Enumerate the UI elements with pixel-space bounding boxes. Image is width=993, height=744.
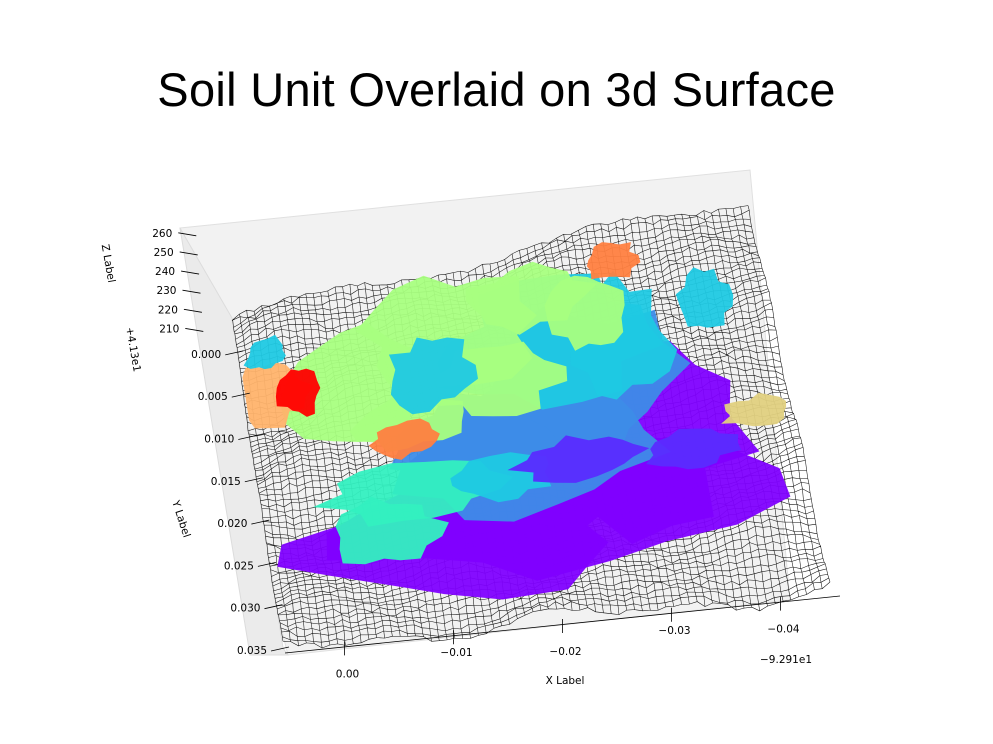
y-tick-label: 0.020: [217, 518, 247, 530]
y-tick-label: 0.015: [211, 476, 241, 488]
y-tick: [225, 350, 244, 356]
soil-unit-patch: [646, 428, 741, 470]
soil-unit-patch: [335, 496, 449, 565]
x-tick-label: −0.03: [658, 625, 690, 637]
soil-unit-patch: [675, 267, 734, 328]
y-tick-label: 0.035: [237, 645, 267, 657]
z-tick-label: 240: [155, 266, 175, 278]
y-tick-label: 0.010: [204, 433, 234, 445]
y-tick-label: 0.005: [198, 391, 228, 403]
y-tick: [244, 477, 263, 483]
z-tick: [185, 328, 204, 332]
y-tick: [231, 392, 250, 398]
y-tick: [238, 435, 257, 440]
soil-unit-patch: [388, 337, 478, 415]
z-tick-label: 210: [159, 323, 179, 335]
z-tick: [181, 270, 200, 275]
slide-title: Soil Unit Overlaid on 3d Surface: [157, 63, 836, 116]
side-pane: [179, 227, 289, 656]
soil-unit-patch: [275, 368, 321, 417]
z-tick-label: 230: [156, 285, 176, 297]
soil-unit-patch: [243, 334, 286, 370]
x-tick-label: −0.04: [767, 624, 799, 636]
axis-ticks: 0.000 0.005 0.010 0.015 0.020 0.025 0.030 0.035…: [152, 228, 841, 680]
y-tick-label: 0.000: [191, 349, 221, 361]
z-tick: [182, 289, 201, 294]
y-axis-label: Y Label: [169, 498, 192, 539]
soil-unit-patch: [721, 392, 787, 427]
soil-unit-patches: [242, 242, 791, 600]
z-tick-label: 220: [158, 304, 178, 316]
soil-unit-patch: [544, 275, 625, 351]
y-offset-label: +4.13e1: [123, 326, 143, 373]
y-tick-label: 0.030: [230, 603, 260, 615]
x-offset-label: −9.291e1: [760, 654, 812, 666]
z-tick: [178, 232, 197, 237]
soil-unit-patch: [586, 242, 641, 280]
y-tick: [257, 561, 277, 567]
y-tick: [264, 604, 283, 610]
z-tick: [179, 251, 198, 256]
x-tick-label: 0.00: [336, 668, 359, 680]
x-tick-label: −0.02: [549, 646, 581, 658]
y-tick-label: 0.025: [224, 560, 254, 572]
y-tick: [251, 519, 270, 525]
z-tick-label: 250: [154, 247, 174, 259]
x-axis-label: X Label: [546, 675, 585, 687]
y-tick: [270, 646, 290, 652]
x-axis-line: [284, 595, 841, 654]
x-tick-label: −0.01: [440, 647, 472, 659]
soil-unit-patch: [507, 435, 650, 483]
z-tick-label: 260: [152, 228, 172, 240]
z-axis-label: Z Label: [99, 243, 118, 283]
z-tick: [183, 308, 202, 313]
soil-unit-patch: [368, 418, 440, 460]
